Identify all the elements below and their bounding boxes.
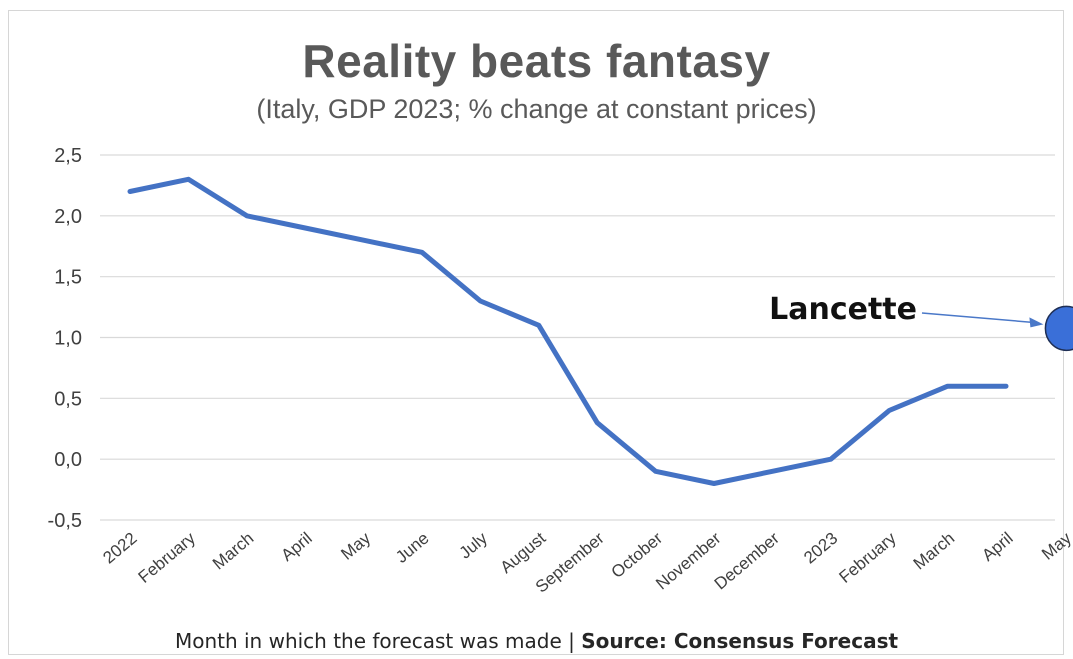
annotation-dot bbox=[1044, 305, 1073, 352]
x-tick-label: 2023 bbox=[800, 529, 841, 568]
series-line bbox=[127, 176, 1009, 486]
annotation-label: Lancette bbox=[769, 292, 917, 327]
y-tick-label: 2,0 bbox=[54, 206, 82, 228]
footer-caption: Month in which the forecast was made | bbox=[174, 629, 582, 653]
y-tick-label: 0,0 bbox=[54, 449, 82, 471]
x-tick-label: June bbox=[392, 529, 432, 567]
y-tick-label: 0,5 bbox=[54, 388, 82, 410]
x-tick-label: December bbox=[711, 528, 784, 593]
x-tick-label: August bbox=[497, 528, 550, 577]
annotation-arrowhead bbox=[1029, 317, 1044, 328]
footer-source: Source: Consensus Forecast bbox=[581, 629, 899, 653]
chart-subtitle: (Italy, GDP 2023; % change at constant p… bbox=[256, 94, 817, 124]
x-tick-label: March bbox=[209, 529, 257, 574]
x-tick-label: February bbox=[835, 528, 900, 587]
y-tick-label: 1,5 bbox=[54, 267, 82, 289]
y-tick-label: -0,5 bbox=[48, 510, 82, 532]
x-tick-label: May bbox=[337, 528, 374, 564]
x-tick-label: March bbox=[910, 529, 958, 574]
x-tick-label: July bbox=[456, 528, 492, 562]
y-tick-label: 1,0 bbox=[54, 328, 82, 350]
x-tick-label: February bbox=[135, 528, 200, 587]
annotation-arrow bbox=[921, 312, 1033, 324]
x-tick-label: April bbox=[278, 529, 316, 565]
chart-footer: Month in which the forecast was made | S… bbox=[0, 629, 1073, 653]
x-tick-label: 2022 bbox=[99, 529, 140, 568]
x-tick-label: May bbox=[1038, 528, 1073, 564]
x-tick-label: April bbox=[978, 529, 1016, 565]
chart-title: Reality beats fantasy bbox=[302, 35, 771, 87]
y-tick-label: 2,5 bbox=[54, 145, 82, 167]
